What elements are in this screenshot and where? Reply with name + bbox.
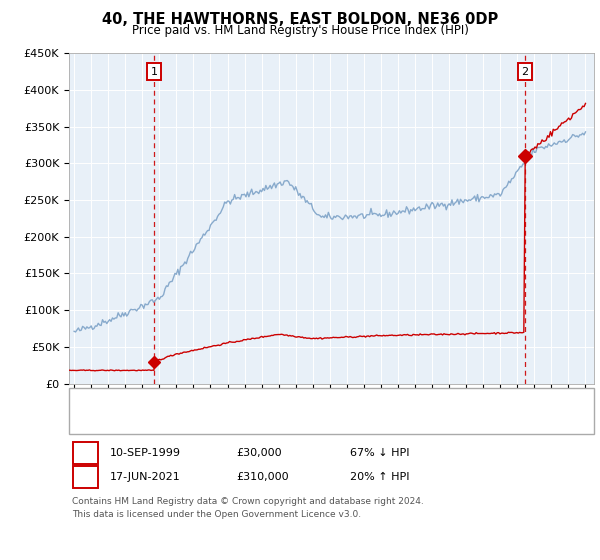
Text: £310,000: £310,000 <box>236 473 289 482</box>
Text: 67% ↓ HPI: 67% ↓ HPI <box>350 448 409 458</box>
Text: 1: 1 <box>151 67 158 77</box>
Text: This data is licensed under the Open Government Licence v3.0.: This data is licensed under the Open Gov… <box>72 510 361 519</box>
Text: Price paid vs. HM Land Registry's House Price Index (HPI): Price paid vs. HM Land Registry's House … <box>131 24 469 36</box>
Text: 17-JUN-2021: 17-JUN-2021 <box>110 473 181 482</box>
Text: 20% ↑ HPI: 20% ↑ HPI <box>350 473 409 482</box>
Text: £30,000: £30,000 <box>236 448 281 458</box>
Text: 40, THE HAWTHORNS, EAST BOLDON, NE36 0DP (detached house): 40, THE HAWTHORNS, EAST BOLDON, NE36 0DP… <box>123 396 469 406</box>
Text: 1: 1 <box>82 448 89 458</box>
Text: HPI: Average price, detached house, South Tyneside: HPI: Average price, detached house, Sout… <box>123 416 395 426</box>
Text: 2: 2 <box>521 67 529 77</box>
Text: 10-SEP-1999: 10-SEP-1999 <box>110 448 181 458</box>
Text: Contains HM Land Registry data © Crown copyright and database right 2024.: Contains HM Land Registry data © Crown c… <box>72 497 424 506</box>
Text: 40, THE HAWTHORNS, EAST BOLDON, NE36 0DP: 40, THE HAWTHORNS, EAST BOLDON, NE36 0DP <box>102 12 498 27</box>
Text: 2: 2 <box>82 473 89 482</box>
